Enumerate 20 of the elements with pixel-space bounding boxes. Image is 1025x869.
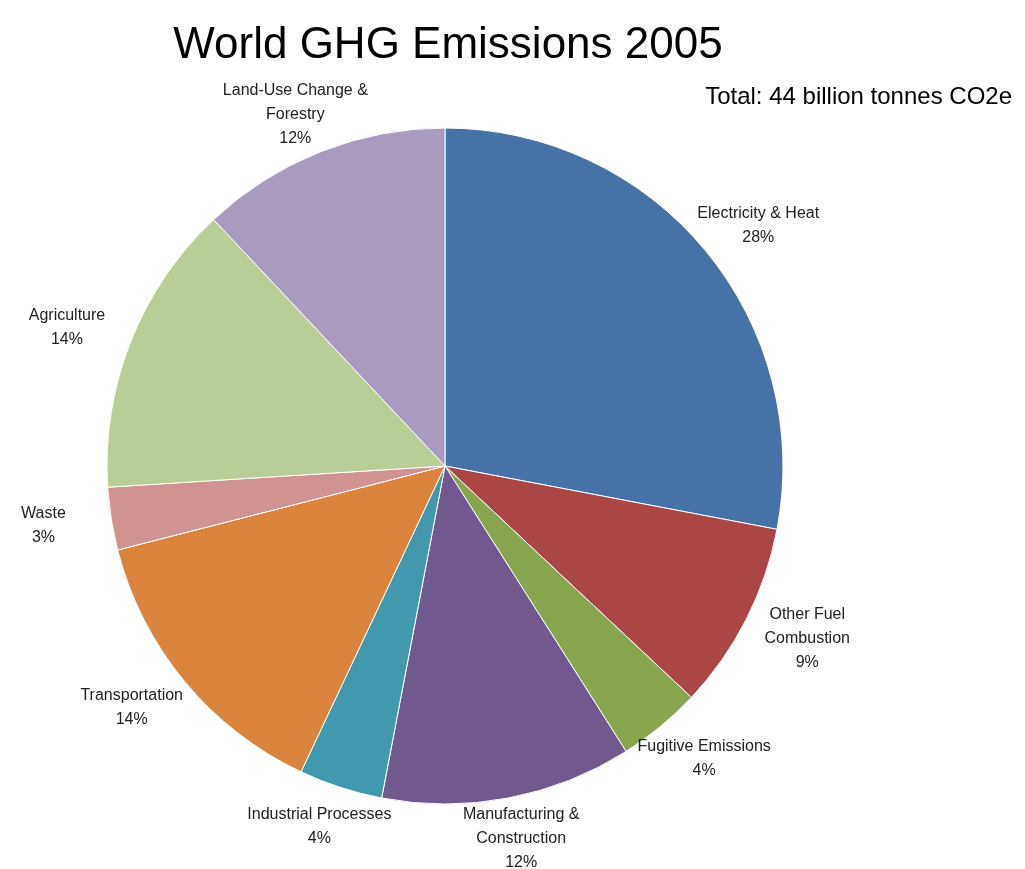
slice-label: Electricity & Heat [697, 203, 820, 221]
chart-title: World GHG Emissions 2005 [173, 18, 723, 67]
data-label: 3% [31, 528, 56, 546]
slice-label: Other Fuel Combustion [764, 604, 850, 646]
data-label: 12% [279, 129, 312, 147]
slice-label: Industrial Processes [247, 805, 392, 823]
data-label: 4% [307, 829, 331, 847]
slice-label: Manufacturing & Construction [462, 804, 580, 846]
slice-label: Fugitive Emissions [637, 736, 771, 754]
data-label: 9% [795, 652, 819, 670]
data-label: 12% [505, 852, 538, 869]
slice-label: Land-Use Change & Forestry [222, 81, 369, 123]
slice-label: Transportation [80, 686, 184, 704]
data-label: 14% [50, 329, 84, 347]
data-label: 4% [692, 760, 716, 778]
text: Total: 44 billion tonnes CO2e [705, 82, 1012, 109]
data-label: 28% [742, 227, 775, 245]
slice-label: Agriculture [28, 305, 106, 323]
data-label: 14% [115, 710, 148, 728]
slice-label: Waste [21, 504, 66, 522]
